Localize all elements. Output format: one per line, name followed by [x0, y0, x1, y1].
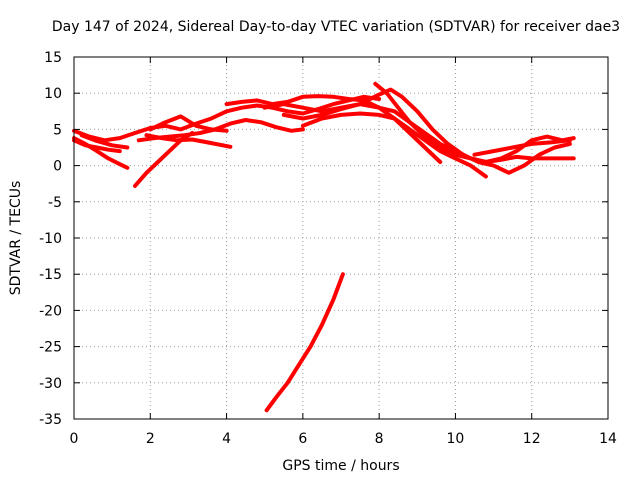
- chart-title: Day 147 of 2024, Sidereal Day-to-day VTE…: [52, 19, 620, 35]
- series-line-sat-h: [148, 114, 229, 133]
- series-line-sat-j: [262, 102, 576, 164]
- series-line-sat-a: [72, 94, 382, 143]
- y-tick-label: -30: [39, 376, 62, 392]
- series-line-sat-c: [72, 136, 130, 170]
- x-tick-label: 2: [146, 431, 155, 447]
- y-tick-label: -35: [39, 412, 62, 428]
- y-tick-labels: 15 10 5 0 -5 -10 -15 -20 -25 -30 -35: [39, 50, 62, 428]
- x-tick-label: 10: [447, 431, 465, 447]
- y-tick-label: 0: [53, 159, 62, 175]
- axis-ticks: [73, 56, 609, 420]
- series-group: [72, 81, 576, 413]
- y-axis-label: SDTVAR / TECUs: [8, 181, 24, 296]
- series-line-sat-l: [300, 111, 488, 179]
- y-tick-label: -5: [48, 195, 62, 211]
- x-tick-label: 8: [375, 431, 384, 447]
- x-tick-label: 4: [222, 431, 231, 447]
- series-line-sat-k: [281, 87, 572, 175]
- grid-lines: [74, 57, 608, 419]
- x-tick-labels: 0 2 4 6 8 10 12 14: [70, 431, 617, 447]
- y-tick-label: -15: [39, 267, 62, 283]
- y-tick-label: 5: [53, 122, 62, 138]
- series-line-sat-m: [373, 81, 576, 164]
- series-line-sat-d: [79, 133, 130, 150]
- y-tick-label: -25: [39, 340, 62, 356]
- y-tick-label: 10: [44, 86, 62, 102]
- x-tick-label: 6: [298, 431, 307, 447]
- series-line-sat-n: [472, 138, 572, 157]
- y-tick-label: -20: [39, 303, 62, 319]
- x-tick-label: 0: [70, 431, 79, 447]
- series-line-sat-o: [264, 272, 345, 413]
- y-tick-label: -10: [39, 231, 62, 247]
- y-tick-label: 15: [44, 50, 62, 66]
- x-axis-label: GPS time / hours: [282, 458, 399, 474]
- series-line-sat-g: [144, 133, 233, 149]
- x-tick-label: 14: [599, 431, 617, 447]
- x-tick-label: 12: [523, 431, 541, 447]
